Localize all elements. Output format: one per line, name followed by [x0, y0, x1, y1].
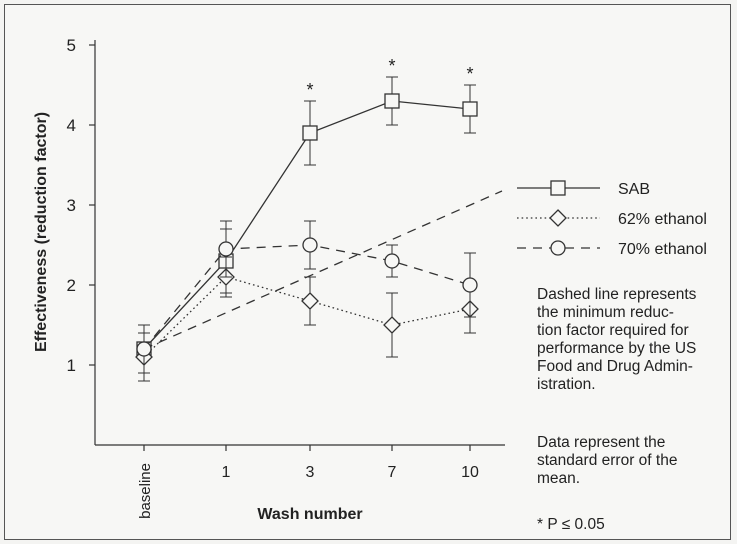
point-70-ethanol-0 — [136, 341, 152, 357]
point-70-ethanol-4 — [462, 277, 478, 293]
series-62-ethanol — [135, 256, 479, 382]
series-group: * * * — [135, 56, 479, 382]
axes: 1 2 3 4 5 baseline 1 3 7 10 — [67, 36, 505, 519]
series-line-62-ethanol — [143, 276, 471, 358]
y-tick-label-1: 1 — [67, 356, 76, 375]
significance-star-2: * — [306, 80, 313, 100]
note-significance: * P ≤ 0.05 — [537, 516, 605, 533]
point-70-ethanol-3 — [384, 253, 400, 269]
point-70-ethanol-1 — [218, 241, 234, 257]
series-70-ethanol — [136, 220, 478, 374]
significance-star-3: * — [388, 56, 395, 76]
legend-marker-70-ethanol — [550, 240, 566, 256]
legend-marker-sab — [550, 180, 566, 196]
significance-star-4: * — [466, 64, 473, 84]
x-tick-label-7: 7 — [388, 464, 397, 481]
point-sab-2 — [302, 125, 318, 141]
y-tick-label-2: 2 — [67, 276, 76, 295]
note-standard-error: Data represent the standard error of the… — [537, 434, 678, 487]
y-tick-label-4: 4 — [67, 116, 76, 135]
note-fda-reference: Dashed line represents the minimum reduc… — [537, 286, 697, 393]
point-sab-4 — [462, 101, 478, 117]
point-62-ethanol-3 — [383, 316, 401, 334]
fda-reference-line — [143, 190, 503, 350]
point-sab-3 — [384, 93, 400, 109]
legend-marker-62-ethanol — [549, 209, 567, 227]
legend-label-70-ethanol: 70% ethanol — [618, 241, 707, 258]
legend-label-sab: SAB — [618, 181, 650, 198]
x-axis-label: Wash number — [257, 506, 362, 523]
y-axis-label: Effectiveness (reduction factor) — [33, 112, 50, 352]
legend-label-62-ethanol: 62% ethanol — [618, 211, 707, 228]
x-tick-label-1: 1 — [222, 464, 231, 481]
reference-line-group — [143, 190, 503, 350]
point-62-ethanol-2 — [301, 292, 319, 310]
y-tick-label-5: 5 — [67, 36, 76, 55]
legend: SAB 62% ethanol 70% ethanol — [517, 180, 707, 258]
x-tick-label-10: 10 — [461, 464, 479, 481]
y-tick-label-3: 3 — [67, 196, 76, 215]
x-tick-label-3: 3 — [306, 464, 315, 481]
chart-frame — [4, 4, 731, 540]
x-tick-label-baseline: baseline — [137, 463, 154, 519]
point-70-ethanol-2 — [302, 237, 318, 253]
